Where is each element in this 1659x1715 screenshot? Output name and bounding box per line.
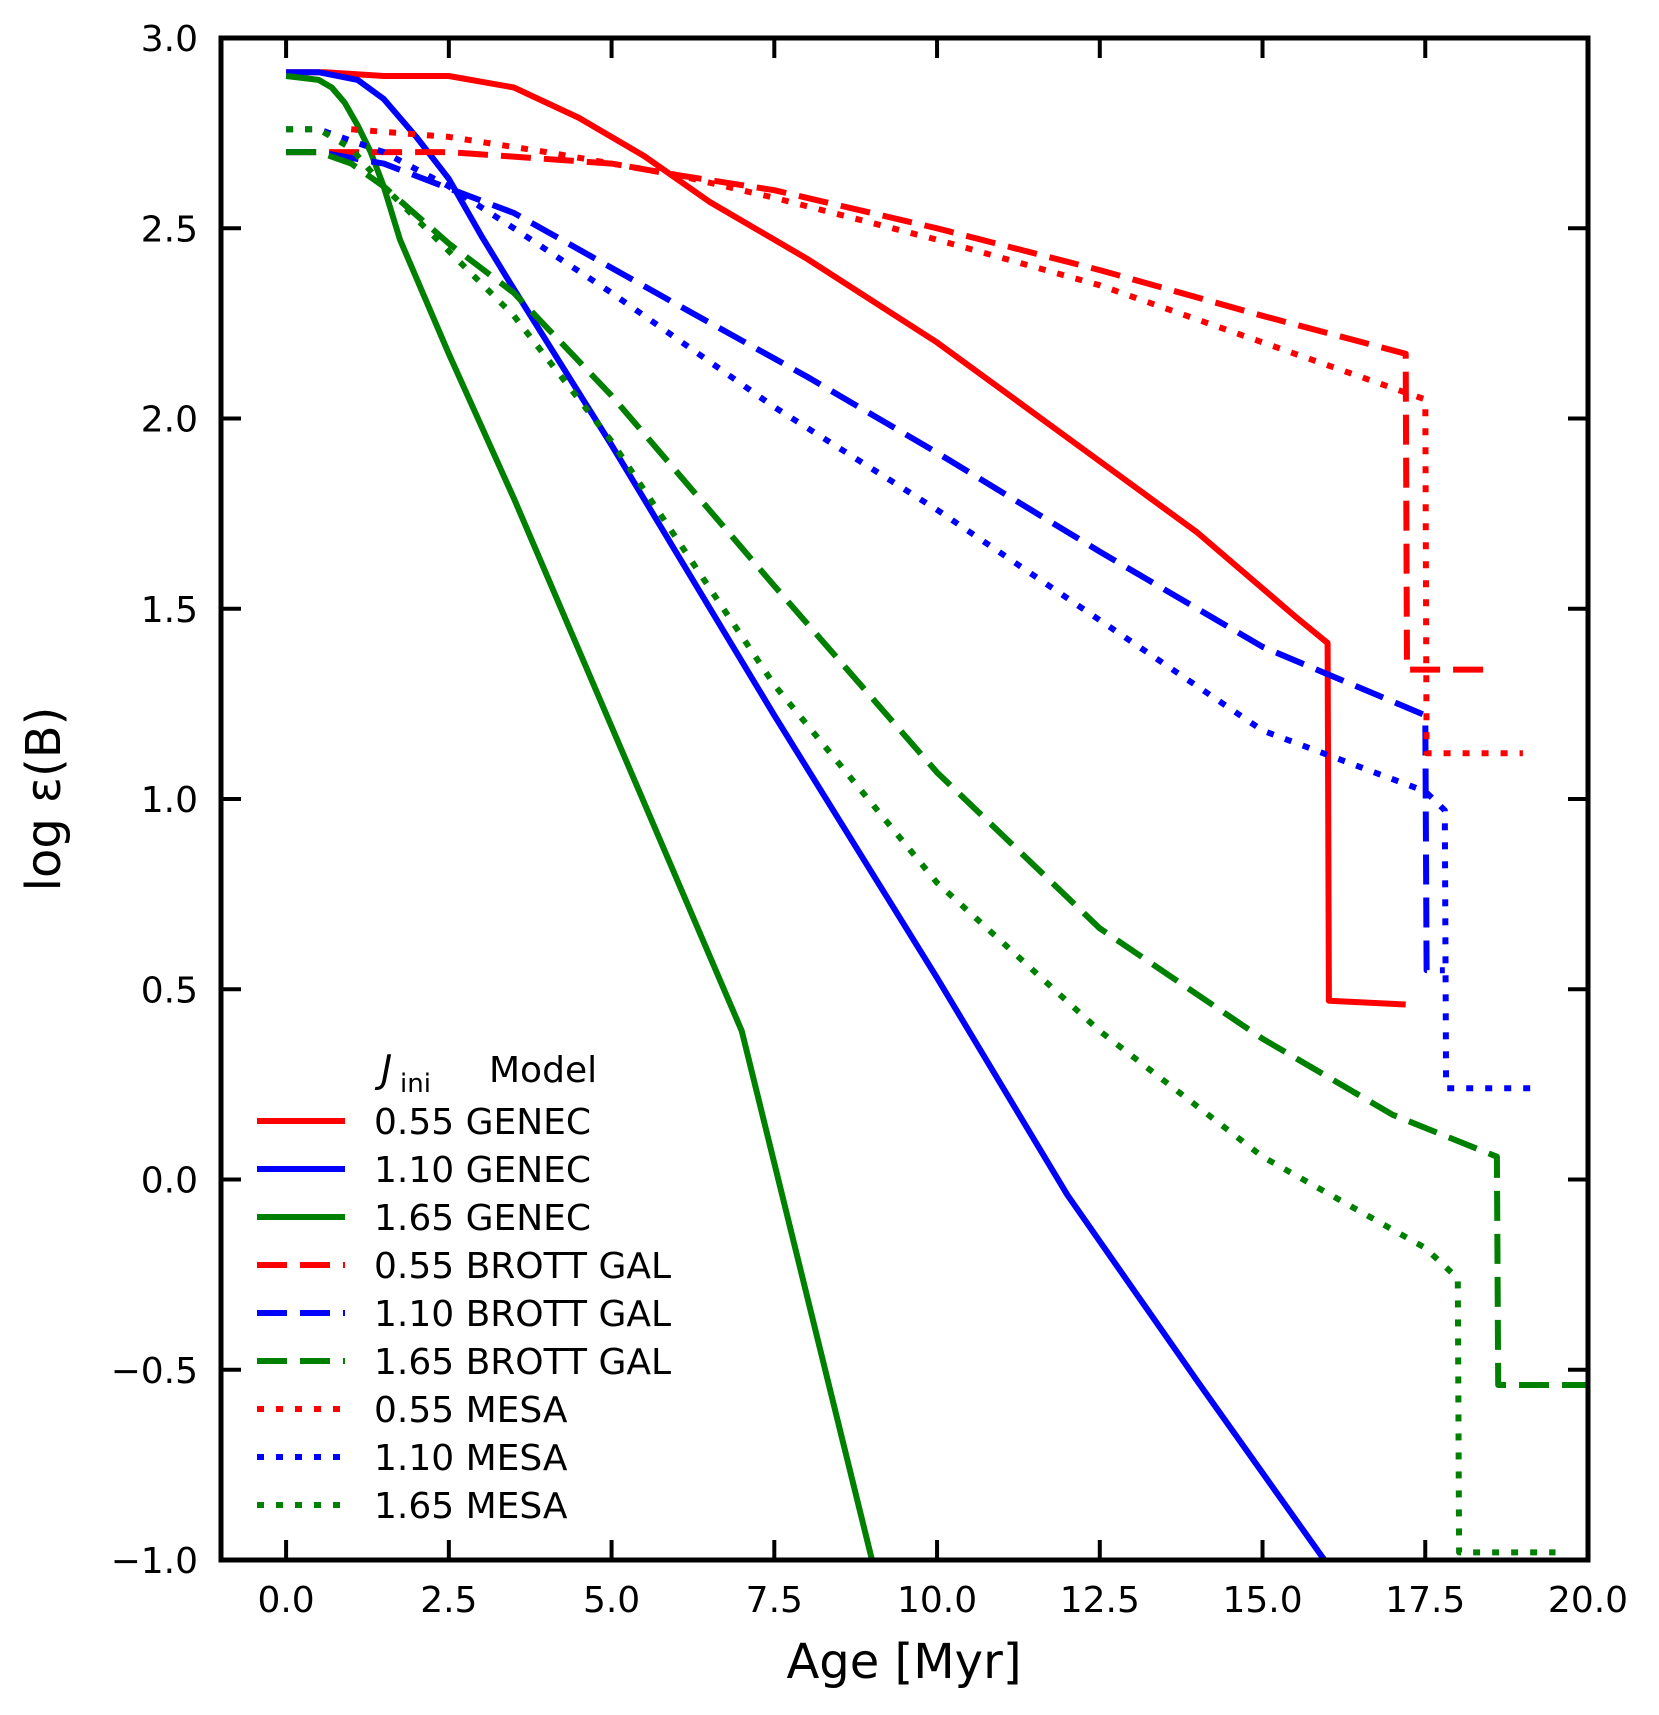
legend-label-0-55-genec: 0.55 GENEC bbox=[374, 1102, 591, 1143]
x-tick-label: 20.0 bbox=[1548, 1580, 1628, 1621]
x-tick-label: 15.0 bbox=[1222, 1580, 1302, 1621]
legend: J ini Model 0.55 GENEC 1.10 GENEC 1.65 GEN… bbox=[257, 1047, 671, 1527]
legend-label-0-55-brott-gal: 0.55 BROTT GAL bbox=[374, 1246, 671, 1287]
legend-label-0-55-mesa: 0.55 MESA bbox=[374, 1390, 568, 1431]
series-line-0-55-brott-gal bbox=[286, 149, 1484, 673]
series-line-1-10-brott-gal bbox=[286, 149, 1445, 974]
x-tick-label: 5.0 bbox=[583, 1580, 640, 1621]
y-tick-label: −1.0 bbox=[111, 1541, 198, 1582]
axis-ticks: 0.0 2.5 5.0 7.5 10.0 12.5 15.0 17.5 20.0 −1.0 −0.5… bbox=[111, 19, 1629, 1621]
series-line-1-65-mesa bbox=[286, 126, 1556, 1556]
x-tick-label: 0.0 bbox=[257, 1580, 314, 1621]
x-axis-label: Age [Myr] bbox=[786, 1634, 1021, 1690]
series-line-1-65-brott-gal bbox=[286, 149, 1588, 1388]
x-tick-label: 12.5 bbox=[1060, 1580, 1140, 1621]
legend-label-1-65-genec: 1.65 GENEC bbox=[374, 1198, 591, 1239]
legend-header-subscript: ini bbox=[400, 1069, 431, 1099]
legend-header-model: Model bbox=[489, 1050, 597, 1091]
legend-label-1-10-genec: 1.10 GENEC bbox=[374, 1150, 591, 1191]
x-tick-label: 7.5 bbox=[746, 1580, 803, 1621]
y-tick-label: 3.0 bbox=[141, 19, 198, 60]
legend-label-1-10-brott-gal: 1.10 BROTT GAL bbox=[374, 1294, 671, 1335]
legend-label-1-65-mesa: 1.65 MESA bbox=[374, 1486, 568, 1527]
legend-label-1-10-mesa: 1.10 MESA bbox=[374, 1438, 568, 1479]
y-tick-label: 0.0 bbox=[141, 1161, 198, 1202]
series-line-0-55-genec bbox=[286, 69, 1406, 1008]
plot-lines bbox=[285, 69, 1588, 1560]
y-tick-label: −0.5 bbox=[111, 1351, 198, 1392]
series-line-1-10-genec bbox=[286, 69, 1327, 1560]
x-tick-label: 10.0 bbox=[897, 1580, 977, 1621]
series-line-1-10-mesa bbox=[286, 126, 1536, 1092]
y-tick-label: 2.5 bbox=[141, 209, 198, 250]
x-tick-label: 2.5 bbox=[420, 1580, 477, 1621]
x-tick-label: 17.5 bbox=[1385, 1580, 1465, 1621]
y-tick-label: 1.5 bbox=[141, 590, 198, 631]
series-line-0-55-mesa bbox=[350, 126, 1523, 757]
y-tick-label: 0.5 bbox=[141, 970, 198, 1011]
legend-label-1-65-brott-gal: 1.65 BROTT GAL bbox=[374, 1342, 671, 1383]
y-tick-label: 1.0 bbox=[141, 780, 198, 821]
series-line-1-65-genec bbox=[285, 73, 875, 1560]
legend-header-symbol: J bbox=[374, 1047, 392, 1091]
y-axis-label: log ε(B) bbox=[16, 707, 72, 892]
y-tick-label: 2.0 bbox=[141, 400, 198, 441]
